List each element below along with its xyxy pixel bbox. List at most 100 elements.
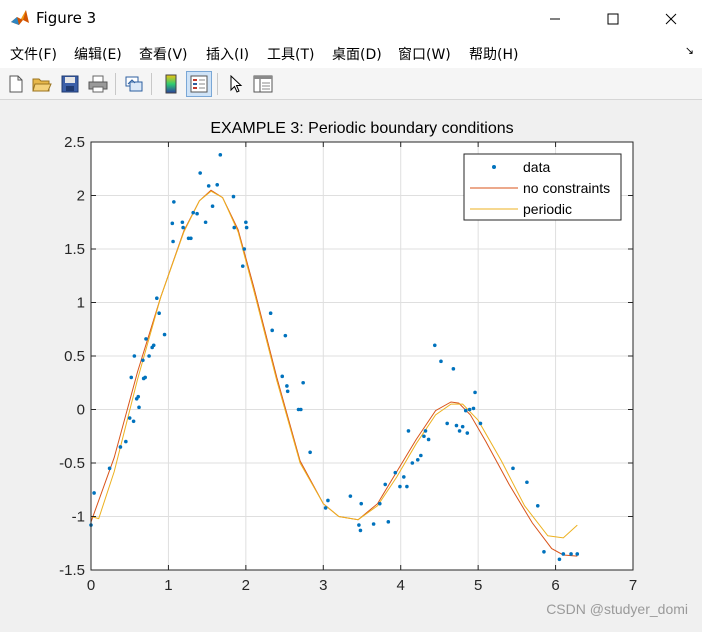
data-point <box>569 552 573 556</box>
data-point <box>415 457 420 462</box>
data-point <box>323 506 328 510</box>
data-point <box>244 225 249 230</box>
new-figure-icon <box>9 75 23 93</box>
data-point <box>132 354 137 358</box>
data-point <box>439 359 443 364</box>
data-point <box>423 429 428 433</box>
data-point <box>181 225 185 230</box>
print-button[interactable] <box>85 71 111 97</box>
data-point <box>542 550 546 554</box>
close-button[interactable] <box>642 0 700 38</box>
data-point <box>268 311 273 315</box>
save-button[interactable] <box>57 71 83 97</box>
data-point <box>471 406 476 411</box>
data-point <box>270 328 274 333</box>
y-tick-label: 1 <box>77 295 85 312</box>
maximize-icon <box>607 13 619 25</box>
tick-labels: 0 1 2 3 4 5 6 7 -1.5 -1 -0.5 0 0.5 1 1.5 2 2.5 <box>59 134 637 594</box>
data-point <box>141 358 145 363</box>
maximize-button[interactable] <box>584 0 642 38</box>
data-point <box>357 523 361 527</box>
data-point <box>231 194 236 199</box>
data-point <box>378 501 382 506</box>
menu-dock-arrow-icon[interactable]: ↘ <box>684 44 694 57</box>
tick-marks <box>90 141 634 571</box>
figure-toolbar <box>0 68 702 100</box>
minimize-button[interactable] <box>526 0 584 38</box>
menu-help[interactable]: 帮助(H) <box>469 47 519 63</box>
menu-insert[interactable]: 插入(I) <box>206 47 250 63</box>
data-point <box>422 434 426 439</box>
data-point <box>151 343 156 348</box>
menu-bar: 文件(F) 编辑(E) 查看(V) 插入(I) 工具(T) 桌面(D) 窗口(W… <box>0 38 702 68</box>
data-point <box>348 494 353 498</box>
x-tick-label: 4 <box>397 577 405 594</box>
property-inspector-button[interactable] <box>250 71 276 97</box>
insert-colorbar-button[interactable] <box>158 71 184 97</box>
data-point <box>129 375 134 380</box>
data-point <box>242 247 247 251</box>
x-tick-label: 3 <box>319 577 327 594</box>
menu-tools[interactable]: 工具(T) <box>267 47 315 63</box>
link-plot-icon <box>125 76 143 92</box>
data-point <box>131 419 136 424</box>
edit-plot-button[interactable] <box>223 71 249 97</box>
menu-file[interactable]: 文件(F) <box>10 47 57 63</box>
open-file-button[interactable] <box>29 71 55 97</box>
data-point <box>232 225 237 230</box>
data-point <box>465 431 470 435</box>
print-icon <box>88 75 108 93</box>
data-point <box>92 491 96 495</box>
data-point <box>280 374 285 379</box>
x-tick-label: 6 <box>551 577 559 594</box>
x-tick-label: 0 <box>87 577 95 594</box>
menu-desktop[interactable]: 桌面(D) <box>332 47 382 63</box>
data-point <box>218 153 223 157</box>
data-point <box>575 552 580 556</box>
data-point <box>244 220 248 225</box>
close-icon <box>665 13 677 25</box>
data-point <box>127 416 132 420</box>
x-tick-label: 1 <box>164 577 172 594</box>
legend-label: data <box>523 159 550 175</box>
legend-swatch-marker <box>492 165 496 169</box>
data-point <box>285 384 289 388</box>
data-point <box>191 210 196 215</box>
data-point <box>144 337 148 341</box>
menu-edit[interactable]: 编辑(E) <box>74 47 122 63</box>
data-point <box>358 528 363 533</box>
legend-label: no constraints <box>523 180 610 196</box>
data-point <box>419 453 423 458</box>
data-point <box>535 504 540 508</box>
data-point <box>454 423 459 428</box>
data-point <box>511 466 515 471</box>
data-point <box>405 484 409 489</box>
x-tick-label: 5 <box>474 577 482 594</box>
data-point <box>147 354 151 358</box>
data-points <box>89 153 580 562</box>
matlab-logo-icon <box>10 8 30 28</box>
y-tick-label: 2.5 <box>64 134 85 151</box>
new-figure-button[interactable] <box>3 71 29 97</box>
data-point <box>451 367 456 371</box>
data-point <box>383 482 388 487</box>
data-point <box>478 421 483 426</box>
data-point <box>432 343 437 348</box>
link-plot-button[interactable] <box>121 71 147 97</box>
data-point <box>445 421 449 426</box>
insert-legend-button[interactable] <box>186 71 212 97</box>
data-point <box>467 407 472 412</box>
data-point <box>299 407 303 412</box>
legend[interactable]: data no constraints periodic <box>463 153 622 221</box>
data-point <box>206 184 211 188</box>
data-point <box>561 552 566 556</box>
menu-window[interactable]: 窗口(W) <box>398 47 451 63</box>
data-point <box>283 333 288 338</box>
plot-axes[interactable]: 0 1 2 3 4 5 6 7 -1.5 -1 -0.5 0 0.5 1 1.5 2 2.5 EXAMPLE 3… <box>0 101 702 628</box>
data-point <box>203 220 208 225</box>
y-tick-label: 1.5 <box>64 241 85 258</box>
data-point <box>180 220 185 225</box>
menu-view[interactable]: 查看(V) <box>139 47 188 63</box>
data-point <box>393 470 398 475</box>
data-point <box>460 424 465 429</box>
